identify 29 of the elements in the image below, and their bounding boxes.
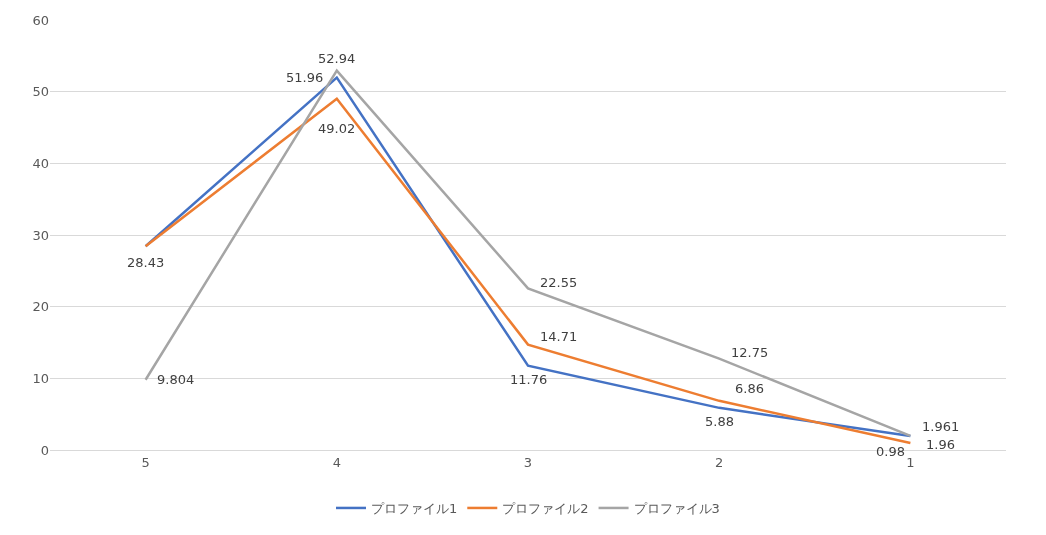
data-label: 52.94 (318, 51, 356, 66)
x-tick-label: 4 (332, 454, 341, 470)
legend-label: プロファイル2 (502, 501, 589, 517)
data-label: 1.96 (926, 437, 955, 452)
y-tick-label: 10 (32, 370, 49, 386)
data-label: 0.98 (876, 444, 905, 459)
data-label: 1.961 (922, 419, 960, 434)
data-label: 49.02 (318, 121, 356, 136)
y-tick-label: 50 (32, 84, 49, 100)
y-tick-label: 0 (40, 442, 49, 458)
data-label: 5.88 (705, 414, 734, 429)
x-tick-label: 2 (715, 454, 724, 470)
data-label: 51.96 (286, 70, 324, 85)
x-tick-label: 3 (523, 454, 533, 470)
y-tick-label: 60 (32, 12, 49, 28)
legend-label: プロファイル3 (633, 501, 720, 517)
data-label: 22.55 (540, 275, 578, 290)
x-tick-label: 5 (141, 454, 150, 470)
y-tick-label: 40 (32, 155, 49, 171)
data-label: 11.76 (510, 372, 548, 387)
legend-label: プロファイル1 (371, 501, 458, 517)
data-label: 9.804 (157, 372, 195, 387)
data-label: 6.86 (735, 381, 764, 396)
y-tick-label: 30 (32, 227, 49, 243)
data-label: 12.75 (731, 345, 769, 360)
y-tick-label: 20 (32, 299, 49, 315)
data-label: 14.71 (540, 329, 578, 344)
x-tick-label: 1 (906, 454, 915, 470)
data-label: 28.43 (127, 255, 165, 270)
